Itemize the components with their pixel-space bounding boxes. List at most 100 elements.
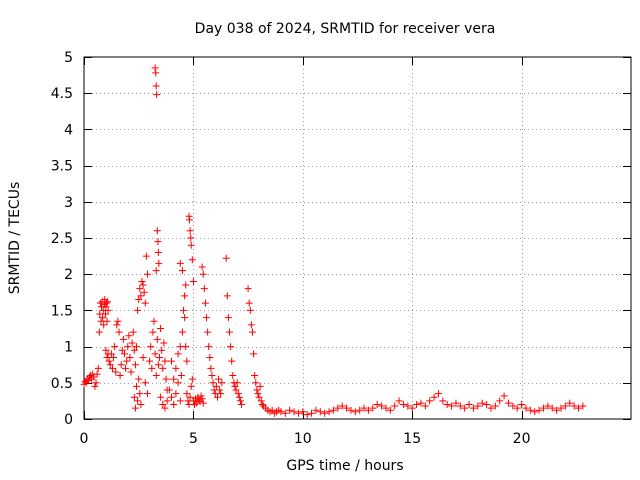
data-point — [157, 393, 165, 401]
data-point — [232, 386, 240, 394]
data-point — [138, 277, 146, 285]
data-point — [153, 335, 161, 343]
data-point — [161, 404, 169, 412]
data-point — [94, 364, 102, 372]
data-point — [131, 404, 139, 412]
data-point — [286, 406, 294, 414]
data-point — [294, 409, 302, 417]
data-point — [526, 406, 534, 414]
y-tick-label: 2 — [64, 267, 73, 283]
data-point — [382, 404, 390, 412]
data-point — [174, 350, 182, 358]
data-point — [103, 299, 111, 307]
data-point — [231, 382, 239, 390]
x-tick-label: 15 — [403, 431, 421, 447]
x-tick-label: 0 — [80, 431, 89, 447]
data-point — [111, 343, 119, 351]
x-tick-label: 20 — [513, 431, 531, 447]
data-point — [152, 69, 160, 77]
data-point — [338, 402, 346, 410]
x-tick-label: 10 — [294, 431, 312, 447]
data-point — [165, 386, 173, 394]
data-point — [334, 404, 342, 412]
data-point — [251, 372, 259, 380]
data-point — [108, 364, 116, 372]
data-point — [161, 357, 169, 365]
y-tick-label: 1.5 — [51, 303, 73, 319]
data-point — [139, 353, 147, 361]
data-point — [434, 390, 442, 398]
data-point — [105, 357, 113, 365]
data-point — [183, 357, 191, 365]
data-point — [199, 270, 207, 278]
data-point — [206, 353, 214, 361]
data-point — [227, 343, 235, 351]
data-point — [413, 401, 421, 409]
data-point — [408, 404, 416, 412]
data-point — [200, 285, 208, 293]
data-point — [209, 379, 217, 387]
data-point — [254, 390, 262, 398]
data-point — [141, 379, 149, 387]
data-point — [496, 397, 504, 405]
data-point — [181, 314, 189, 322]
data-point — [246, 306, 254, 314]
data-point — [186, 227, 194, 235]
data-point — [234, 390, 242, 398]
data-point — [103, 353, 111, 361]
data-point — [198, 263, 206, 271]
data-point — [195, 396, 203, 404]
data-point — [97, 317, 105, 325]
data-point — [207, 364, 215, 372]
y-tick-label: 0.5 — [51, 376, 73, 392]
data-point — [238, 401, 246, 409]
data-point — [125, 332, 133, 340]
x-tick-label: 5 — [189, 431, 198, 447]
data-point — [561, 402, 569, 410]
data-point — [100, 321, 108, 329]
data-point — [235, 393, 243, 401]
data-point — [347, 406, 355, 414]
data-point — [155, 259, 163, 267]
data-point — [308, 409, 316, 417]
data-point — [281, 409, 289, 417]
y-tick-label: 2.5 — [51, 231, 73, 247]
data-point — [146, 357, 154, 365]
data-point — [233, 379, 241, 387]
data-point — [321, 409, 329, 417]
data-point — [126, 353, 134, 361]
data-point — [177, 372, 185, 380]
data-point — [176, 259, 184, 267]
data-point — [151, 350, 159, 358]
data-point — [452, 399, 460, 407]
data-point — [236, 397, 244, 405]
data-point — [137, 401, 145, 409]
data-point — [208, 372, 216, 380]
data-point — [136, 285, 144, 293]
data-point — [204, 328, 212, 336]
data-point — [104, 306, 112, 314]
axis-ticks — [84, 57, 631, 420]
data-point — [127, 368, 135, 376]
data-point — [199, 399, 207, 407]
data-point — [187, 234, 195, 242]
data-point — [185, 216, 193, 224]
data-point — [513, 404, 521, 412]
data-point — [178, 328, 186, 336]
data-point — [104, 298, 112, 306]
data-point — [188, 375, 196, 383]
data-point — [299, 408, 307, 416]
y-tick-label: 1 — [64, 340, 73, 356]
data-point — [133, 343, 141, 351]
data-point — [474, 402, 482, 410]
data-point — [504, 399, 512, 407]
data-point — [351, 408, 359, 416]
data-point — [163, 397, 171, 405]
data-point — [360, 404, 368, 412]
data-point — [430, 393, 438, 401]
y-tick-label: 4 — [64, 122, 73, 138]
data-point — [181, 292, 189, 300]
data-point — [222, 254, 230, 262]
data-point — [500, 392, 508, 400]
